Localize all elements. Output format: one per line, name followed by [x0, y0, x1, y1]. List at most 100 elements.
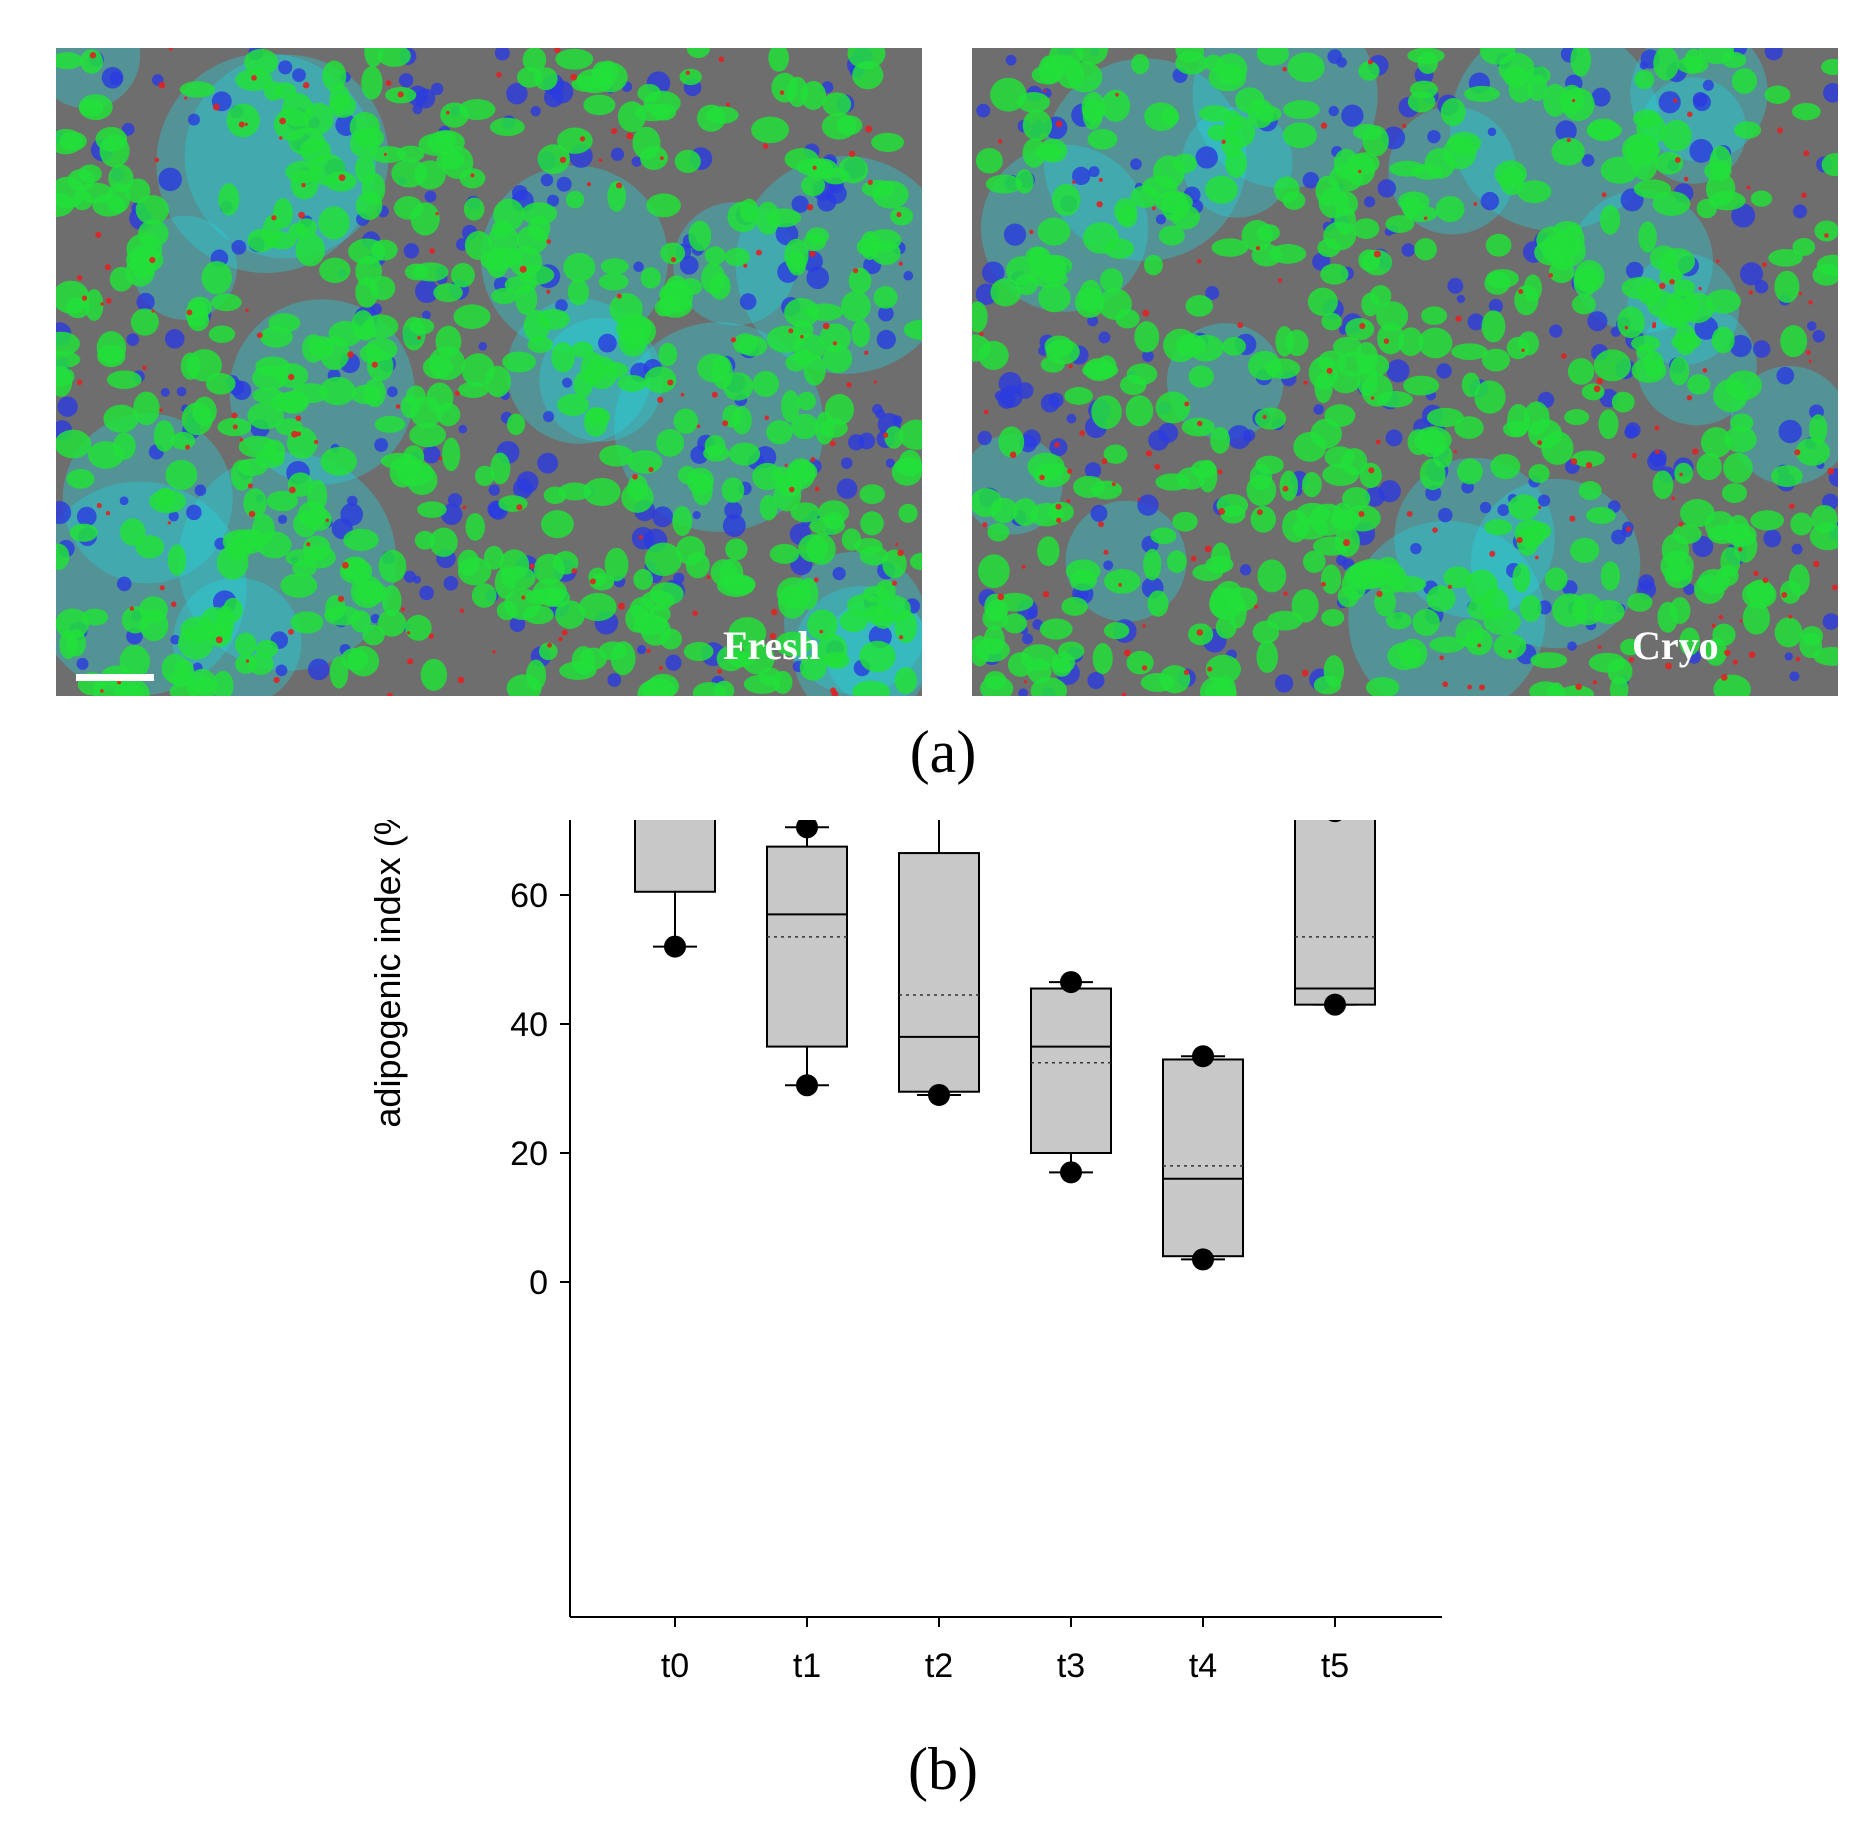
nucleus-dot: [665, 654, 682, 671]
lipid-dot: [185, 444, 191, 450]
lipid-dot: [186, 309, 193, 316]
cell-shape: [759, 494, 778, 521]
cell-shape: [1250, 505, 1276, 533]
nucleus-dot: [292, 68, 306, 83]
cell-shape: [318, 206, 350, 240]
lipid-dot: [570, 73, 578, 81]
lipid-dot: [296, 431, 302, 437]
cell-shape: [840, 290, 871, 322]
x-tick-label: t0: [661, 1647, 689, 1685]
cell-shape: [322, 60, 347, 92]
lipid-dot: [158, 81, 166, 89]
cell-shape: [1155, 391, 1191, 424]
cell-shape: [186, 349, 222, 382]
lipid-dot: [1732, 659, 1738, 665]
cell-shape: [725, 538, 748, 561]
lipid-dot: [519, 265, 527, 273]
cell-shape: [66, 469, 95, 489]
x-tick-label: t2: [925, 1647, 953, 1685]
cell-shape: [1527, 74, 1548, 102]
lipid-dot: [1282, 66, 1287, 72]
cell-shape: [201, 261, 232, 295]
lipid-dot: [167, 521, 171, 525]
lipid-dot: [891, 580, 898, 586]
nucleus-dot: [187, 113, 200, 126]
cell-shape: [774, 631, 812, 657]
lipid-dot: [1096, 201, 1103, 208]
cell-shape: [990, 497, 1018, 524]
cell-shape: [1398, 327, 1424, 357]
lipid-dot: [1781, 592, 1788, 598]
lipid-dot: [1402, 123, 1407, 129]
cell-shape: [1104, 238, 1135, 259]
lipid-dot: [95, 231, 102, 238]
cell-shape: [412, 262, 449, 282]
lipid-dot: [1383, 338, 1390, 344]
lipid-dot: [1748, 290, 1753, 295]
cell-shape: [341, 647, 369, 671]
cell-shape: [319, 257, 351, 283]
cell-shape: [248, 652, 274, 676]
cell-shape: [218, 183, 240, 216]
cell-shape: [504, 588, 541, 621]
lipid-dot: [290, 430, 298, 438]
cell-shape: [125, 256, 155, 287]
cell-shape: [848, 267, 872, 295]
cell-shape: [894, 667, 918, 694]
lipid-dot: [764, 415, 770, 421]
lipid-dot: [1039, 474, 1045, 481]
cell-shape: [138, 219, 169, 248]
nucleus-dot: [1658, 91, 1681, 114]
cell-shape: [1160, 108, 1180, 126]
cell-shape: [457, 549, 480, 576]
box-rect: [1030, 987, 1112, 1154]
lipid-dot: [1570, 458, 1578, 465]
cell-shape: [972, 301, 988, 333]
lipid-dot: [89, 52, 97, 59]
max-point: [1192, 1045, 1214, 1068]
nucleus-dot: [631, 526, 655, 550]
lipid-dot: [1152, 206, 1156, 211]
cell-shape: [1198, 105, 1231, 122]
lipid-dot: [1625, 526, 1632, 532]
cell-shape: [409, 422, 446, 448]
nucleus-dot: [340, 503, 364, 526]
lipid-dot: [1115, 92, 1119, 97]
lipid-dot: [371, 361, 378, 368]
lipid-dot: [462, 505, 467, 510]
cell-shape: [490, 452, 511, 485]
nucleus-dot: [1807, 321, 1817, 331]
nucleus-dot: [1692, 536, 1714, 558]
lipid-dot: [1692, 448, 1699, 455]
cell-shape: [871, 132, 905, 152]
nucleus-dot: [598, 333, 617, 353]
cell-shape: [1248, 350, 1282, 381]
nucleus-dot: [1555, 120, 1577, 142]
cell-shape: [1677, 56, 1709, 74]
lipid-dot: [1326, 367, 1333, 374]
lipid-dot: [685, 70, 690, 75]
cell-shape: [328, 320, 363, 347]
cell-shape: [819, 323, 852, 353]
lipid-dot: [279, 136, 283, 140]
cell-shape: [56, 192, 75, 217]
cell-shape: [617, 374, 647, 392]
lipid-dot: [1196, 259, 1202, 264]
lipid-dot: [231, 412, 238, 419]
lipid-dot: [1367, 59, 1373, 65]
cell-shape: [1750, 190, 1773, 207]
cell-shape: [701, 262, 726, 295]
lipid-dot: [846, 382, 852, 388]
cell-shape: [1352, 123, 1382, 140]
cell-shape: [1203, 54, 1224, 71]
cell-shape: [1541, 431, 1574, 465]
lipid-dot: [406, 631, 411, 635]
nucleus-dot: [562, 377, 573, 388]
cell-shape: [1707, 525, 1739, 545]
cell-shape: [658, 342, 678, 367]
nucleus-dot: [458, 424, 468, 434]
cell-shape: [354, 581, 388, 604]
cell-shape: [721, 574, 756, 595]
cell-shape: [1523, 274, 1542, 302]
cell-shape: [434, 130, 457, 149]
